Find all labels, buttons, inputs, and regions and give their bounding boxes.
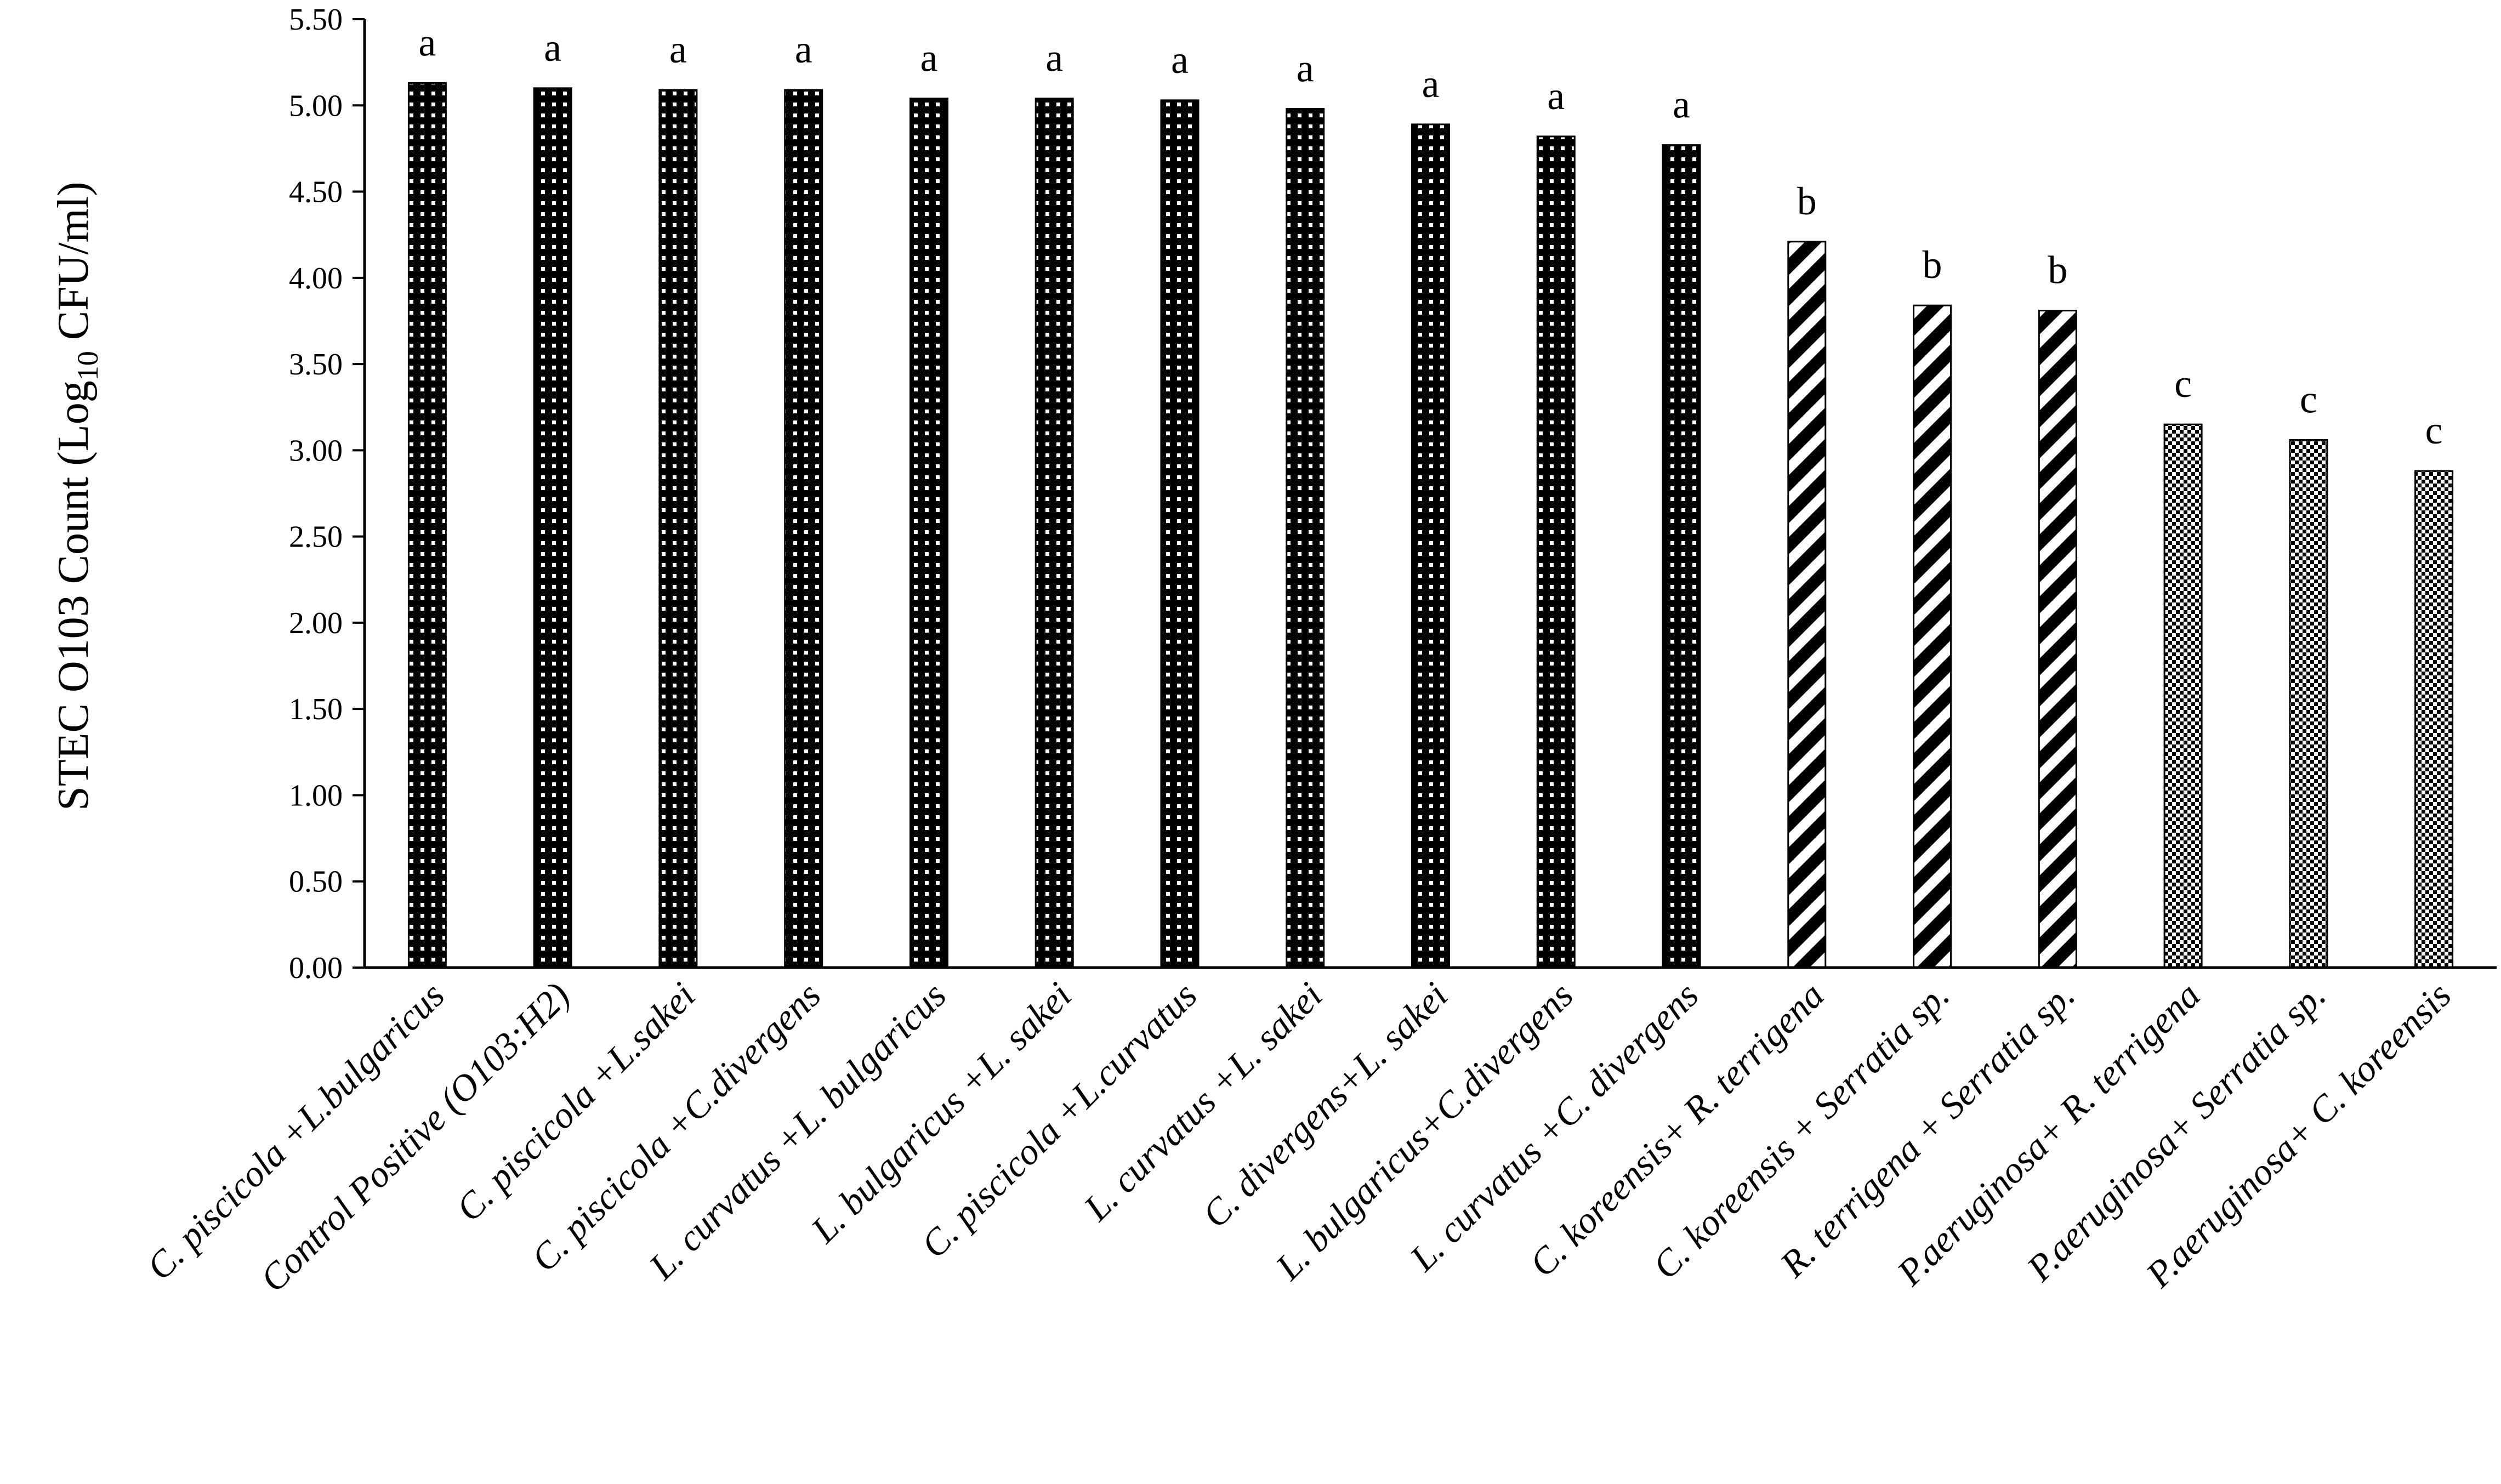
significance-letters: a a a a a a a a a a a b b b c c c: [418, 20, 2442, 452]
significance-letter: a: [1297, 47, 1314, 90]
y-axis-title-subscript: 10: [71, 351, 104, 380]
y-axis-title-main: STEC O103 Count (Log: [49, 380, 98, 810]
y-tick-label: 4.00: [289, 261, 343, 295]
bar-1: [407, 82, 447, 969]
y-tick-label: 0.50: [289, 865, 343, 899]
y-axis-title: STEC O103 Count (Log10 CFU/ml): [49, 181, 104, 810]
bar-17: [2414, 470, 2454, 969]
y-tick-label: 1.50: [289, 692, 343, 726]
significance-letter: a: [544, 26, 561, 70]
significance-letter: b: [2048, 248, 2067, 292]
significance-letter: a: [1171, 38, 1189, 82]
category-label: C. piscicola +L.sakei: [448, 974, 703, 1229]
bar-8: [1286, 108, 1325, 969]
bar-12: [1787, 241, 1827, 969]
category-label: C. divergens+L. sakei: [1194, 974, 1456, 1236]
bar-13: [1913, 304, 1952, 969]
y-tick-label: 1.00: [289, 778, 343, 812]
bar-4: [784, 89, 823, 969]
y-tick-label: 0.00: [289, 951, 343, 985]
bar-3: [658, 89, 698, 969]
significance-letter: c: [2425, 408, 2443, 452]
bar-9: [1411, 123, 1450, 969]
significance-letter: a: [669, 27, 687, 71]
y-tick-label: 5.50: [289, 3, 343, 37]
y-tick-label: 5.00: [289, 89, 343, 123]
bar-7: [1160, 99, 1200, 969]
bars: [407, 82, 2454, 969]
bar-11: [1662, 144, 1701, 969]
significance-letter: b: [1797, 179, 1817, 223]
svg-text:STEC O103 Count (Log10 CFU/ml): STEC O103 Count (Log10 CFU/ml): [49, 181, 104, 810]
y-tick-label: 2.00: [289, 606, 343, 640]
bar-5: [909, 98, 948, 969]
bar-16: [2289, 439, 2328, 969]
y-tick-label: 3.50: [289, 348, 343, 382]
bar-10: [1536, 135, 1576, 969]
significance-letter: a: [1673, 83, 1690, 127]
significance-letter: a: [795, 27, 812, 71]
y-tick-label: 2.50: [289, 520, 343, 554]
bar-6: [1034, 98, 1074, 969]
significance-letter: a: [920, 36, 937, 80]
y-tick-label: 4.50: [289, 175, 343, 209]
y-tick-label: 3.00: [289, 434, 343, 468]
category-label: L. curvatus +L. sakei: [1075, 974, 1330, 1229]
y-axis-title-suffix: CFU/ml): [49, 181, 98, 351]
significance-letter: a: [1045, 36, 1063, 80]
significance-letter: c: [2300, 377, 2317, 421]
bar-14: [2038, 310, 2077, 969]
bar-2: [533, 87, 572, 969]
y-axis-ticks: 0.00 0.50 1.00 1.50 2.00 2.50 3.00 3.50 4.00 4.50…: [289, 3, 365, 985]
significance-letter: a: [1422, 62, 1440, 106]
significance-letter: a: [1547, 74, 1565, 118]
significance-letter: b: [1923, 243, 1942, 287]
significance-letter: c: [2174, 362, 2192, 406]
significance-letter: a: [418, 20, 436, 64]
bar-15: [2163, 423, 2203, 969]
